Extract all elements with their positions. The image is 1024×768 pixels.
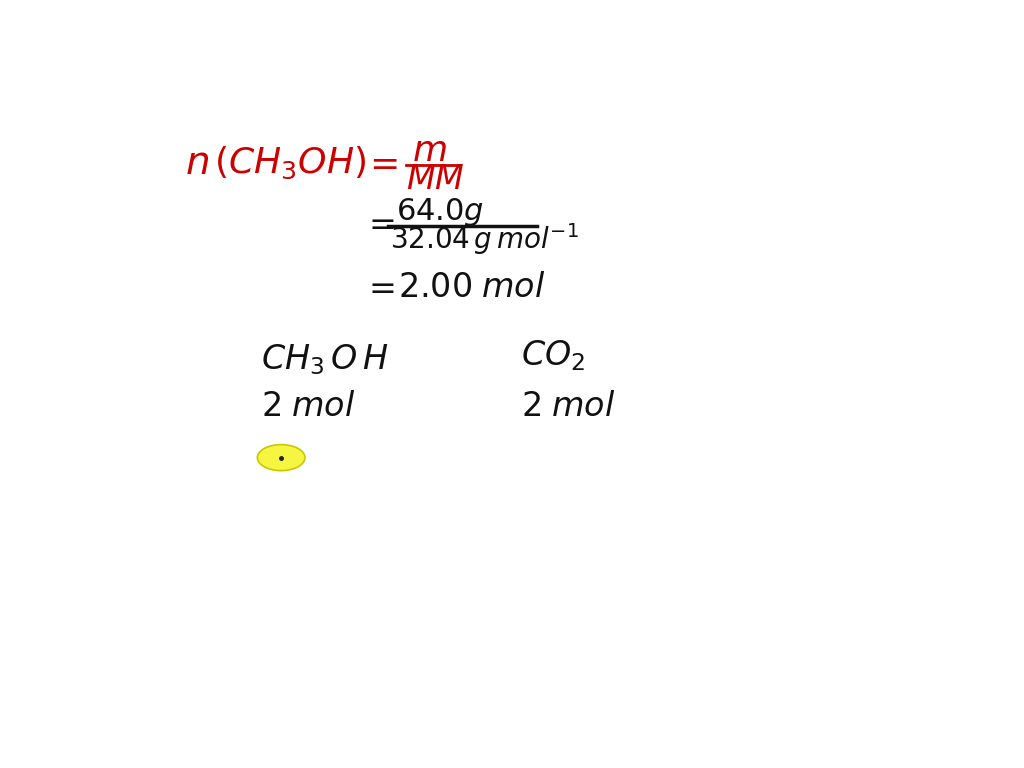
Text: $CO_2$: $CO_2$ (521, 338, 585, 372)
Text: $=$: $=$ (362, 271, 395, 304)
Text: $=$: $=$ (362, 146, 397, 180)
Text: $=$: $=$ (362, 207, 395, 240)
Text: $2\;mol$: $2\;mol$ (261, 390, 355, 423)
Text: $CH_3\,O\,H$: $CH_3\,O\,H$ (261, 342, 389, 377)
Text: $(CH_3OH)$: $(CH_3OH)$ (214, 145, 366, 181)
Text: $2.00\;mol$: $2.00\;mol$ (397, 271, 545, 304)
Text: $64.0g$: $64.0g$ (396, 196, 484, 227)
Ellipse shape (257, 445, 305, 471)
Text: $m$: $m$ (412, 134, 446, 168)
Text: $32.04\,g\,mol^{-1}$: $32.04\,g\,mol^{-1}$ (390, 221, 579, 257)
Text: $MM$: $MM$ (406, 163, 465, 196)
Text: $n$: $n$ (185, 144, 209, 182)
Text: $2\;mol$: $2\;mol$ (521, 390, 615, 423)
